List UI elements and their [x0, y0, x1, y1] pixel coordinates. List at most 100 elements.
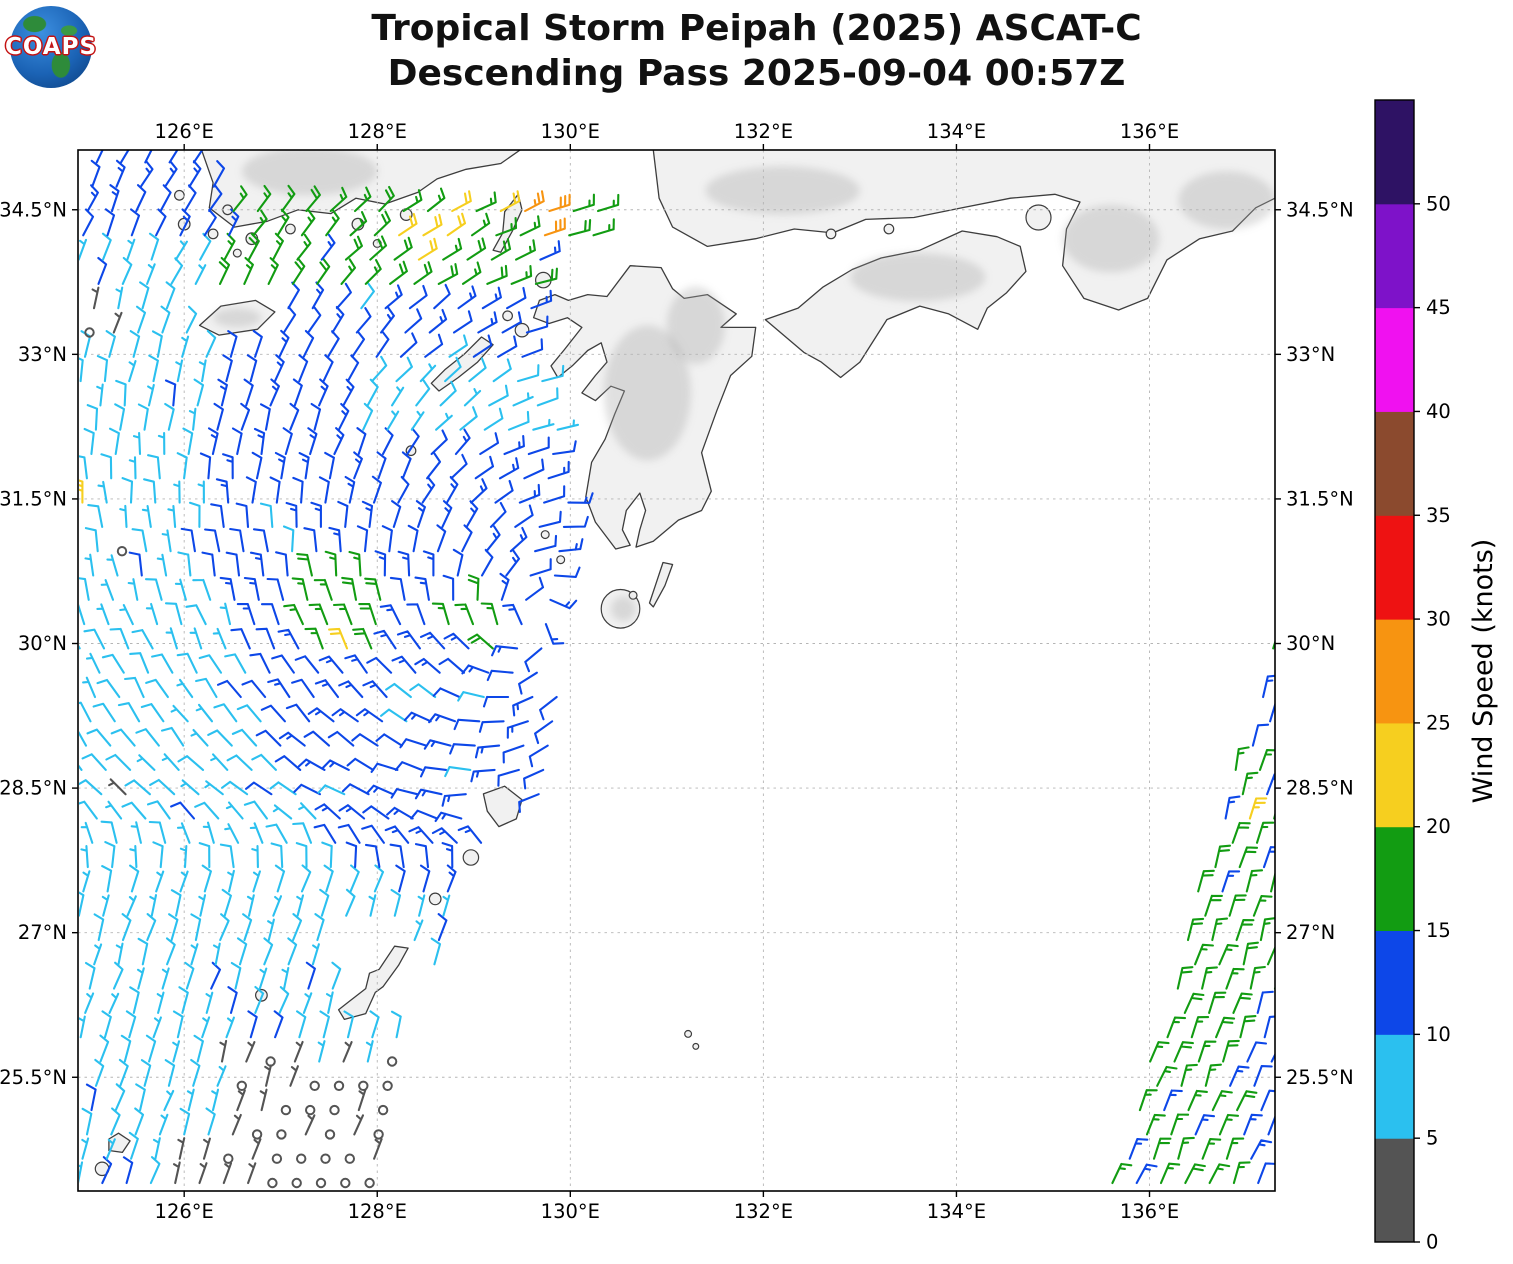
wind-barb: [396, 630, 421, 650]
wind-barb: [300, 864, 312, 893]
wind-barb: [366, 378, 379, 407]
wind-barb: [305, 961, 316, 990]
wind-barb: [1232, 1161, 1251, 1185]
y-tick-label-right: 30°N: [1286, 632, 1335, 655]
wind-barb: [437, 913, 448, 942]
wind-barb: [132, 431, 142, 456]
wind-barb: [329, 186, 348, 213]
wind-barb: [567, 492, 594, 504]
wind-barb: [408, 284, 428, 310]
wind-barb: [340, 258, 357, 285]
wind-barb: [419, 631, 446, 650]
wind-barb: [81, 1137, 90, 1160]
wind-barb: [328, 526, 342, 553]
wind-barb: [83, 628, 106, 650]
wind-barb: [213, 402, 224, 431]
wind-barb: [488, 384, 509, 407]
wind-barb: [219, 913, 230, 942]
wind-barb: [156, 991, 165, 1014]
wind-barb: [1218, 944, 1239, 966]
wind-barb: [249, 822, 264, 844]
wind-barb: [1266, 945, 1275, 966]
colorbar-axis-label: Wind Speed (knots): [1468, 539, 1499, 804]
wind-barb: [1266, 773, 1275, 796]
wind-barb: [596, 193, 620, 213]
wind-barb: [165, 937, 176, 966]
wind-barb: [364, 843, 381, 869]
colorbar-segment: [1375, 930, 1414, 1035]
wind-barb: [459, 406, 478, 431]
wind-barb: [94, 1058, 105, 1087]
wind-barb: [291, 678, 315, 699]
wind-barb: [373, 629, 397, 650]
landmasses: [94, 150, 1275, 1177]
wind-barb: [287, 937, 298, 966]
wind-barb: [87, 504, 104, 528]
wind-barb: [1149, 1041, 1170, 1063]
wind-barb: [231, 427, 243, 456]
wind-barb: [558, 538, 584, 553]
wind-barb: [79, 357, 84, 383]
wind-barb: [331, 305, 345, 334]
wind-barb: [428, 713, 457, 724]
wind-barb: [449, 743, 476, 755]
wind-barb: [247, 1010, 258, 1039]
wind-barb: [79, 1161, 84, 1184]
wind-barb: [226, 754, 253, 771]
calm-circle: [84, 327, 95, 338]
wind-barb: [536, 387, 559, 407]
wind-barb: [477, 311, 498, 334]
wind-barb: [225, 551, 241, 577]
wind-barb: [245, 1041, 256, 1063]
wind-barb: [212, 627, 227, 650]
wind-barb: [365, 784, 394, 796]
wind-barb: [145, 1034, 157, 1063]
wind-barb: [465, 500, 479, 528]
wind-barb: [139, 281, 150, 310]
calm-circle: [305, 1104, 316, 1116]
wind-barb: [118, 1058, 129, 1087]
wind-barb: [124, 779, 151, 796]
calm-circle: [265, 1056, 276, 1067]
wind-barb: [254, 985, 265, 1014]
wind-barb: [108, 778, 127, 796]
wind-barb: [1262, 846, 1275, 869]
wind-barb: [417, 237, 438, 261]
wind-barb: [486, 264, 508, 285]
wind-barb: [101, 1010, 112, 1039]
calm-circle: [236, 1080, 248, 1092]
wind-barb: [201, 1016, 211, 1039]
wind-barb: [105, 800, 123, 820]
wind-barb: [140, 703, 165, 723]
wind-barb: [426, 452, 442, 480]
wind-barb: [281, 966, 290, 990]
wind-barb: [310, 501, 322, 528]
wind-barb: [161, 967, 170, 990]
wind-barb: [152, 1137, 161, 1160]
wind-barb: [1197, 1040, 1217, 1063]
wind-barb: [267, 678, 291, 699]
wind-barb: [1156, 1065, 1178, 1087]
colorbar-tick-label: 25: [1426, 711, 1451, 734]
wind-barb: [253, 427, 266, 456]
wind-barb: [260, 603, 280, 626]
colorbar-segment: [1375, 826, 1414, 932]
wind-barb: [510, 264, 533, 285]
wind-barb: [292, 476, 304, 504]
wind-barb: [149, 894, 158, 917]
wind-barb: [231, 728, 258, 747]
wind-barb: [291, 577, 309, 601]
wind-barb: [319, 1010, 330, 1039]
wind-barb: [463, 388, 482, 407]
wind-barb: [86, 184, 99, 213]
wind-barb: [243, 378, 254, 407]
small-island: [173, 189, 185, 201]
wind-barb: [404, 308, 423, 334]
wind-barb: [414, 788, 443, 800]
wind-barb: [338, 680, 364, 699]
wind-barb: [205, 1107, 216, 1136]
wind-barb: [539, 240, 561, 261]
wind-barb: [128, 551, 143, 577]
wind-barb: [375, 733, 403, 747]
wind-barb: [222, 354, 233, 383]
